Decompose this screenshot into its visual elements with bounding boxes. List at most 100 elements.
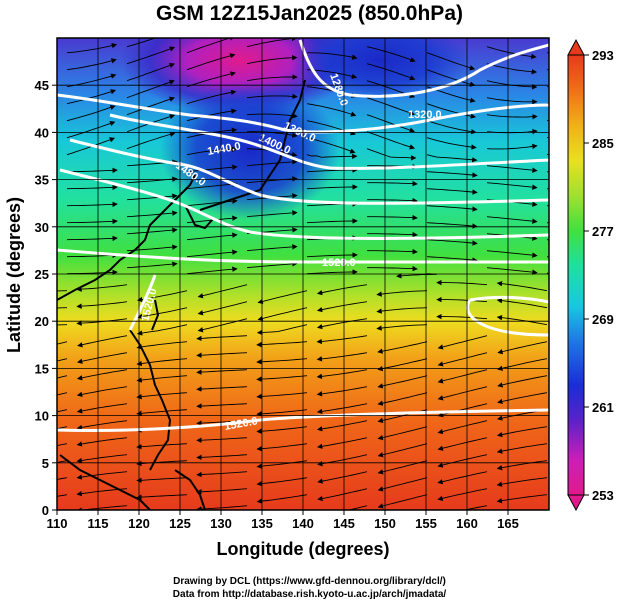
wind-streamline — [497, 392, 548, 405]
wind-streamline — [57, 494, 68, 497]
wind-streamline — [377, 494, 428, 509]
wind-streamline — [76, 454, 128, 464]
wind-streamline — [437, 437, 488, 451]
wind-streamline — [426, 239, 478, 246]
wind-streamline — [316, 301, 368, 313]
y-tick-label: 30 — [35, 220, 49, 235]
wind-streamline — [66, 58, 117, 71]
wind-streamline — [76, 403, 128, 414]
wind-streamline — [77, 352, 128, 364]
height-contours — [57, 39, 549, 432]
wind-streamline — [197, 284, 248, 299]
wind-streamline — [57, 426, 68, 430]
wind-streamline — [66, 89, 117, 105]
wind-streamline — [196, 471, 248, 478]
credits: Drawing by DCL (https://www.gfd-dennou.o… — [0, 575, 619, 601]
wind-streamline — [256, 426, 308, 434]
wind-streamline — [126, 193, 178, 201]
wind-streamline — [377, 443, 428, 458]
wind-streamline — [496, 314, 548, 326]
y-tick-label: 45 — [35, 78, 49, 93]
wind-streamline — [377, 477, 428, 492]
wind-streamline — [306, 103, 357, 117]
wind-streamline — [136, 358, 188, 367]
wind-streamline — [377, 426, 428, 441]
wind-streamline — [186, 249, 238, 258]
wind-streamline — [66, 218, 118, 225]
wind-streamline — [486, 113, 538, 120]
wind-streamline — [366, 97, 415, 116]
y-tick-label: 35 — [35, 173, 49, 188]
wind-streamline — [126, 79, 175, 99]
wind-streamline — [346, 505, 368, 510]
wind-streamline — [66, 167, 118, 174]
wind-streamline — [76, 471, 128, 480]
wind-streamline — [57, 324, 68, 326]
wind-streamline — [66, 137, 116, 156]
wind-streamline — [317, 437, 368, 449]
wind-streamline — [486, 46, 537, 60]
wind-streamline — [256, 460, 308, 469]
wind-streamline — [437, 471, 488, 485]
wind-streamline — [186, 53, 236, 71]
colorbar: 293 285 277 269 261 253 — [567, 38, 614, 512]
wind-streamline — [196, 386, 248, 392]
wind-streamline — [316, 352, 368, 362]
wind-streamline — [76, 369, 128, 381]
wind-streamline — [366, 114, 415, 133]
wind-streamline — [376, 324, 428, 331]
grid-lines — [57, 38, 549, 510]
wind-streamline — [186, 89, 237, 105]
colorbar-tick-label: 261 — [592, 400, 614, 415]
wind-streamline — [316, 335, 368, 345]
y-axis-ticks: 0 5 10 15 20 25 30 35 40 45 — [35, 78, 57, 518]
wind-streamline — [436, 296, 488, 303]
contour-label: 1520.0 — [322, 257, 356, 269]
wind-streamline — [186, 232, 238, 241]
wind-streamline — [66, 42, 118, 54]
wind-streamline — [306, 52, 358, 60]
wind-streamline — [306, 218, 358, 224]
wind-streamline — [497, 375, 548, 388]
wind-streamline — [246, 261, 298, 269]
x-axis-label: Longitude (degrees) — [216, 539, 389, 559]
colorbar-scale — [567, 54, 585, 496]
wind-streamline — [426, 69, 476, 87]
wind-streamline — [496, 477, 548, 487]
wind-streamline — [317, 488, 368, 502]
wind-streamline — [126, 131, 176, 150]
wind-streamline — [256, 477, 308, 487]
wind-streamline — [256, 341, 308, 348]
wind-streamline — [437, 454, 488, 468]
wind-streamline — [256, 324, 308, 336]
y-tick-label: 10 — [35, 409, 49, 424]
wind-streamline — [486, 250, 538, 258]
x-tick-label: 125 — [169, 516, 191, 531]
wind-streamline — [496, 494, 548, 504]
wind-streamline — [136, 477, 188, 484]
wind-streamline — [196, 335, 248, 342]
wind-streamline — [57, 375, 68, 379]
wind-streamline — [486, 267, 538, 275]
wind-streamline — [367, 197, 418, 204]
wind-streamline — [256, 494, 308, 504]
wind-streamline — [57, 460, 68, 464]
wind-streamline — [196, 403, 248, 409]
wind-streamline — [186, 71, 236, 88]
wind-streamline — [256, 409, 308, 417]
wind-streamline — [197, 318, 248, 333]
wind-streamline — [426, 222, 478, 229]
x-tick-label: 155 — [415, 516, 437, 531]
wind-streamline — [462, 505, 488, 510]
wind-streamline — [306, 153, 358, 159]
wind-streamline — [496, 297, 548, 309]
wind-streamline — [497, 358, 548, 371]
wind-streamline — [246, 176, 298, 184]
wind-streamline — [366, 46, 416, 63]
wind-streamline — [367, 180, 418, 187]
wind-streamline — [367, 214, 418, 221]
wind-streamline — [497, 341, 548, 355]
wind-streamline — [496, 426, 548, 438]
y-axis-label: Latitude (degrees) — [4, 197, 24, 353]
wind-streamline — [136, 460, 188, 467]
